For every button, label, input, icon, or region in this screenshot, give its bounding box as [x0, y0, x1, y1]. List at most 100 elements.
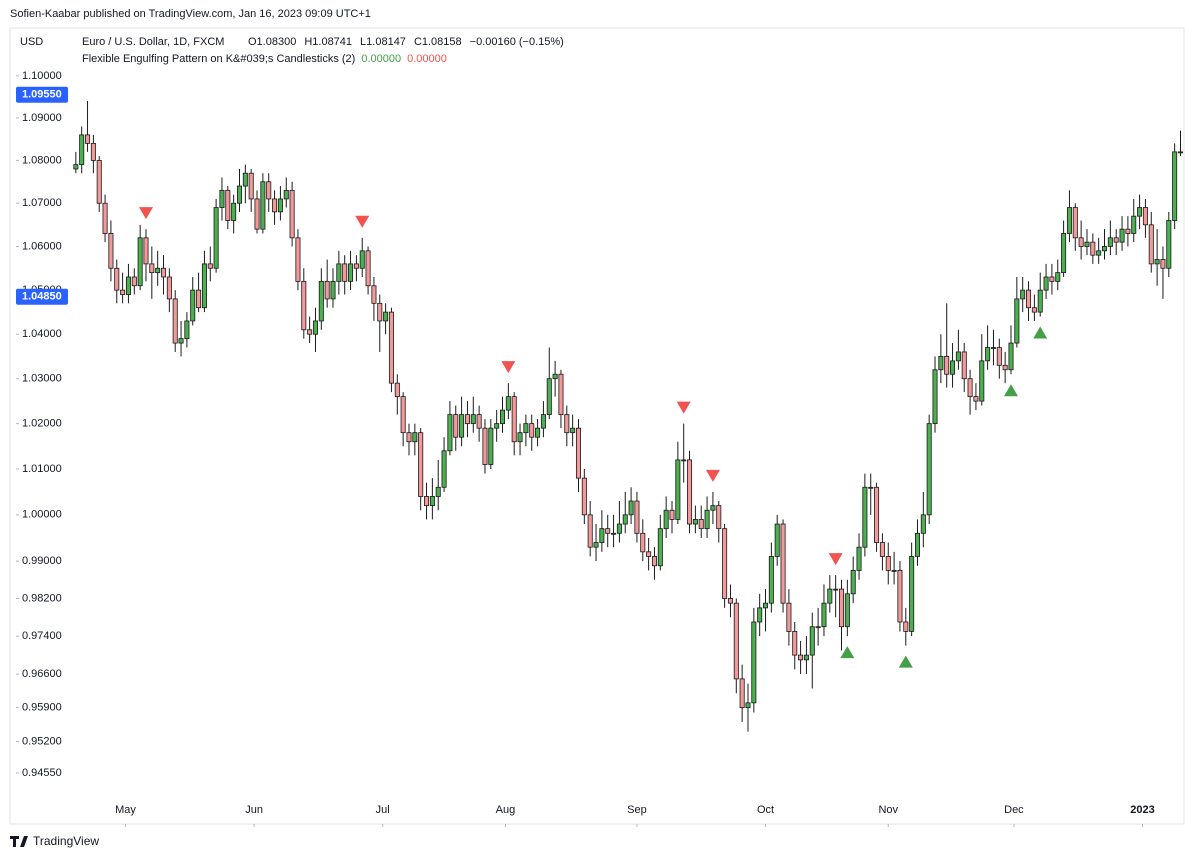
candle-body [535, 427, 541, 438]
candle-body [727, 598, 733, 604]
candle-body [622, 514, 628, 525]
candle-body [131, 276, 137, 287]
candle-body [599, 528, 605, 543]
candle-body [318, 280, 324, 322]
candle-body [874, 486, 880, 543]
candle-body [114, 267, 120, 291]
candle-body [996, 347, 1002, 366]
candle-body [1177, 151, 1183, 154]
candle-body [1142, 207, 1148, 226]
candle-body [990, 347, 996, 349]
candle-body [482, 427, 488, 465]
candle-body [178, 338, 184, 344]
price-label-bg [16, 86, 68, 103]
candle-body [856, 546, 862, 571]
candle-body [616, 523, 622, 534]
candle-body [675, 459, 681, 520]
x-tick-label: Aug [496, 804, 516, 816]
candle-body [821, 602, 827, 628]
y-tick-label: 1.02000 [22, 418, 62, 430]
candle-body [1020, 289, 1026, 300]
candle-body [1049, 276, 1055, 282]
candle-body [155, 267, 161, 274]
y-tick-label: 0.95200 [22, 735, 62, 747]
candle-body [277, 198, 283, 213]
candle-body [733, 602, 739, 680]
candle-body [973, 396, 979, 402]
candle-body [505, 396, 511, 411]
price-label: 1.04850 [22, 291, 62, 303]
candle-body [307, 329, 313, 335]
candle-body [844, 593, 850, 628]
candle-body [850, 570, 856, 595]
candle-body [242, 172, 248, 187]
candle-body [751, 621, 757, 704]
ohlc-value: H1.08741 [304, 36, 352, 48]
candle-body [657, 528, 663, 567]
candle-body [891, 570, 897, 572]
candle-body [523, 423, 529, 434]
candle-body [102, 202, 108, 234]
candle-body [464, 414, 470, 425]
y-tick-label: 0.96600 [22, 668, 62, 680]
currency: USD [20, 36, 43, 48]
candle-body [1026, 289, 1032, 309]
candle-body [716, 505, 722, 530]
candle-body [406, 432, 412, 443]
candle-body [73, 164, 79, 170]
indicator-name: Flexible Engulfing Pattern on K&#039;s C… [82, 53, 355, 65]
buy-signal [1003, 384, 1018, 397]
candle-body [739, 678, 745, 709]
candle-body [500, 409, 506, 425]
sell-signal [355, 215, 370, 228]
candle-body [1131, 215, 1137, 234]
candle-body [260, 181, 266, 230]
candle-body [388, 311, 394, 384]
candle-body [441, 450, 447, 488]
candle-body [254, 198, 260, 230]
candle-body [687, 459, 693, 525]
candle-body [225, 189, 231, 221]
candle-body [1008, 342, 1014, 371]
candle-body [342, 263, 348, 282]
candle-body [371, 285, 377, 304]
price-label-bg [16, 288, 68, 305]
y-tick-label: 0.97400 [22, 630, 62, 642]
candle-body [488, 427, 494, 465]
candle-body [365, 250, 371, 287]
candle-body [979, 360, 985, 402]
candle-body [914, 532, 920, 557]
candle-body [1090, 241, 1096, 256]
candle-body [201, 263, 207, 309]
sell-signal [501, 361, 516, 374]
candle-body [768, 556, 774, 604]
candle-body [681, 459, 687, 462]
x-tick-label: Oct [757, 804, 774, 816]
indicator-value: 0.00000 [361, 53, 401, 65]
ohlc-value: C1.08158 [414, 36, 462, 48]
candle-body [359, 250, 365, 269]
candle-body [412, 432, 418, 443]
candle-body [710, 505, 716, 511]
buy-signal [1033, 326, 1048, 339]
candle-body [1172, 151, 1178, 221]
candle-body [470, 414, 476, 425]
candle-body [1031, 307, 1037, 313]
candle-body [903, 621, 909, 632]
candle-body [926, 423, 932, 516]
candle-body [85, 134, 91, 144]
candle-body [575, 427, 581, 479]
y-tick-label: 1.09000 [22, 112, 62, 124]
sell-signal [705, 469, 720, 482]
ohlc-value: −0.00160 (−0.15%) [470, 36, 564, 48]
candle-body [1160, 259, 1166, 269]
sell-signal [828, 553, 843, 566]
candle-body [236, 185, 243, 204]
candle-body [213, 207, 219, 269]
candle-body [920, 514, 926, 534]
ohlc-value: L1.08147 [360, 36, 406, 48]
candle-body [985, 347, 991, 362]
candle-body [1137, 207, 1143, 217]
candle-body [558, 373, 564, 416]
